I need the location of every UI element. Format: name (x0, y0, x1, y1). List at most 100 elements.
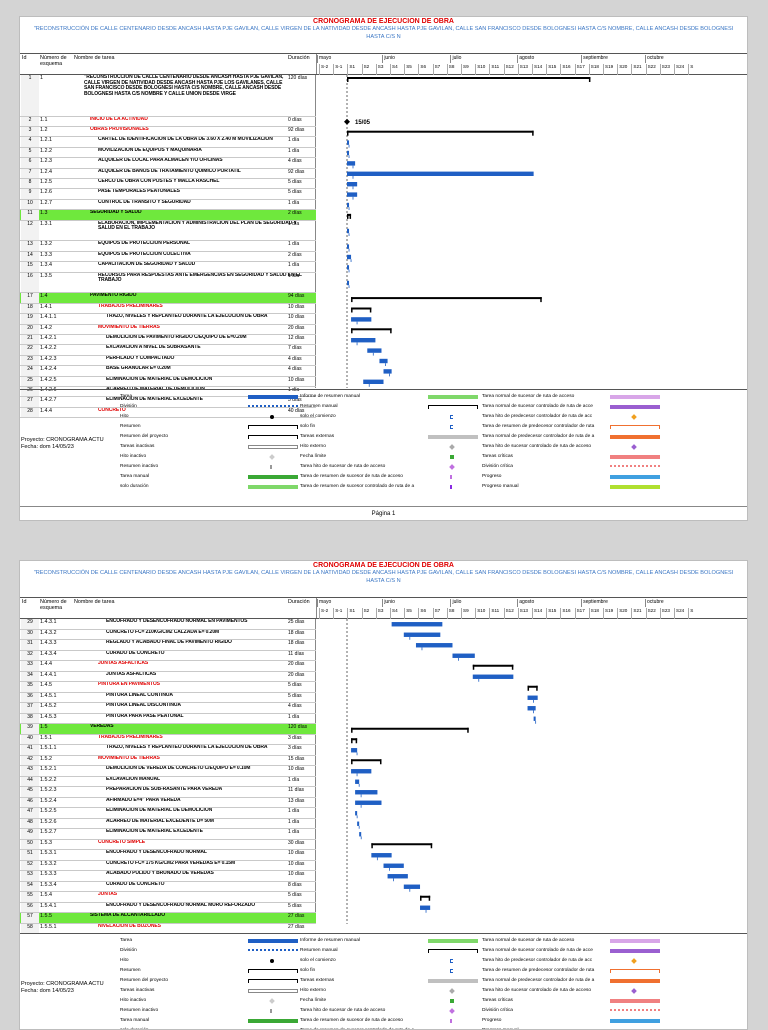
table-row[interactable]: 48 1.5.2.6 ACARREO DE MATERIAL EXCEDENTE D… (20, 818, 316, 829)
table-row[interactable]: 40 1.5.1 TRABAJOS PRELIMINARES 3 días (20, 734, 316, 745)
task-bar[interactable] (347, 161, 356, 166)
table-row[interactable]: 17 1.4 PAVIMENTO RIGIDO 94 días (20, 293, 316, 304)
table-row[interactable]: 19 1.4.1.1 TRAZO, NIVELES Y REPLANTEO DURA… (20, 314, 316, 325)
table-row[interactable]: 52 1.5.3.2 CONCRETO FC= 175 KG/CM2 PARA VE… (20, 860, 316, 871)
table-row[interactable]: 21 1.4.2.1 DEMOLICION DE PAVIMENTO RIGIDO … (20, 335, 316, 346)
table-row[interactable]: 56 1.5.4.1 ENCOFRADO Y DESENCOFRADO NORMAL… (20, 902, 316, 913)
table-row[interactable]: 13 1.3.2 EQUIPOS DE PROTECCION PERSONAL 1 d… (20, 241, 316, 252)
summary-bar[interactable] (351, 328, 392, 331)
task-bar[interactable] (357, 821, 360, 826)
summary-bar[interactable] (347, 213, 352, 216)
summary-bar[interactable] (351, 307, 372, 310)
table-row[interactable]: 24 1.4.2.4 BASE GRANULAR E= 0.20M 4 días (20, 366, 316, 377)
table-row[interactable]: 22 1.4.2.2 EXCAVACION A NIVEL DE SUBRASANT… (20, 345, 316, 356)
table-row[interactable]: 45 1.5.2.3 PREPARACION DE SUB-RASANTE PARA… (20, 787, 316, 798)
table-row[interactable]: 35 1.4.5 PINTURA EN PAVIMENTOS 5 días (20, 682, 316, 693)
table-row[interactable]: 38 1.4.5.3 PINTURA PARA PASE PEATONAL 1 día (20, 713, 316, 724)
task-bar[interactable] (347, 182, 358, 187)
table-row[interactable]: 47 1.5.2.5 ELIMINACION DE MATERIAL DE DEMO… (20, 808, 316, 819)
task-bar[interactable] (403, 884, 421, 889)
table-row[interactable]: 49 1.5.2.7 ELIMINACION DE MATERIAL EXCEDEN… (20, 829, 316, 840)
task-bar[interactable] (355, 811, 358, 816)
task-bar[interactable] (355, 790, 378, 795)
table-row[interactable]: 20 1.4.2 MOVIMIENTO DE TIERRAS 20 días (20, 324, 316, 335)
task-bar[interactable] (351, 338, 376, 343)
task-bar[interactable] (347, 171, 534, 176)
table-row[interactable]: 31 1.4.3.3 REGLADO Y ACABADO FINAL DE PAVI… (20, 640, 316, 651)
task-bar[interactable] (415, 643, 453, 648)
table-row[interactable]: 27 1.4.2.7 ELIMINACION DE MATERIAL EXCEDEN… (20, 397, 316, 408)
task-bar[interactable] (363, 379, 384, 384)
task-bar[interactable] (383, 369, 392, 374)
table-row[interactable]: 46 1.5.2.4 AFIRMADO E=4" PARA VEREDA 13 día… (20, 797, 316, 808)
task-bar[interactable] (347, 192, 358, 197)
task-bar[interactable] (355, 800, 382, 805)
task-bar[interactable] (351, 748, 358, 753)
task-bar[interactable] (347, 254, 352, 260)
table-row[interactable]: 9 1.2.6 PASE TEMPORALES PEATONALES 5 días (20, 189, 316, 200)
table-row[interactable]: 28 1.4.4 CONCRETO 40 días (20, 407, 316, 419)
table-row[interactable]: 30 1.4.3.2 CONCRETO FC= 210KG/CM2 CALZADA … (20, 629, 316, 640)
table-row[interactable]: 23 1.4.2.3 PERFILADO Y COMPACTADO 4 días (20, 355, 316, 367)
summary-bar[interactable] (371, 843, 433, 846)
task-bar[interactable] (359, 832, 362, 837)
task-bar[interactable] (387, 874, 408, 879)
task-bar[interactable] (371, 853, 392, 858)
task-bar[interactable] (472, 674, 514, 679)
task-bar[interactable] (452, 653, 475, 658)
summary-bar[interactable] (351, 738, 358, 741)
table-row[interactable]: 44 1.5.2.2 EXCAVACION MANUAL 1 día (20, 776, 316, 787)
task-bar[interactable] (347, 244, 350, 249)
task-bar[interactable] (347, 280, 350, 286)
table-row[interactable]: 32 1.4.3.4 CURADO DE CONCRETO 11 días (20, 650, 316, 661)
table-row[interactable]: 39 1.5 VEREDAS 120 días (20, 724, 316, 735)
table-row[interactable]: 25 1.4.2.5 ELIMINACION DE MATERIAL DE DEMO… (20, 376, 316, 387)
table-row[interactable]: 18 1.4.1 TRABAJOS PRELIMINARES 10 días (20, 303, 316, 315)
table-row[interactable]: 10 1.2.7 CONTROL DE TRANSITO Y SEGURIDAD 1 … (20, 199, 316, 211)
task-bar[interactable] (347, 228, 350, 234)
summary-bar[interactable] (351, 727, 469, 730)
milestone-marker[interactable] (344, 118, 350, 125)
table-row[interactable]: 5 1.2.2 MOVILIZACION DE EQUIPOS Y MAQUINAR… (20, 147, 316, 159)
table-row[interactable]: 8 1.2.5 CERCO DE OBRA CON POSTES Y MALLA R… (20, 179, 316, 190)
summary-bar[interactable] (347, 130, 534, 133)
table-row[interactable]: 1 1 "RECONSTRUCCION DE CALLE CENTENARIO DE… (20, 75, 316, 117)
table-row[interactable]: 29 1.4.3.1 ENCOFRADO Y DESENCOFRADO NORMAL… (20, 619, 316, 630)
task-bar[interactable] (533, 716, 536, 721)
table-row[interactable]: 4 1.2.1 CARTEL DE IDENTIFICACION DE LA OBR… (20, 137, 316, 148)
table-row[interactable]: 37 1.4.5.2 PINTURA LINEAL DISCONTINUA 4 día… (20, 703, 316, 714)
table-row[interactable]: 12 1.3.1 ELABORACION, IMPLEMENTACION Y ADM… (20, 220, 316, 242)
table-row[interactable]: 55 1.5.4 JUNTAS 5 días (20, 892, 316, 903)
task-bar[interactable] (527, 706, 536, 711)
table-row[interactable]: 42 1.5.2 MOVIMIENTO DE TIERRAS 15 días (20, 755, 316, 766)
task-bar[interactable] (391, 622, 443, 627)
task-bar[interactable] (527, 695, 538, 700)
table-row[interactable]: 6 1.2.3 ALQUILER DE LOCAL PARA ALMACEN Y/O… (20, 158, 316, 169)
table-row[interactable]: 36 1.4.5.1 PINTURA LINEAL CONTINUA 5 días (20, 692, 316, 703)
summary-bar[interactable] (527, 685, 538, 688)
table-row[interactable]: 7 1.2.4 ALQUILER DE BAÑOS DE TRATAMIENTO Q… (20, 168, 316, 179)
table-row[interactable]: 34 1.4.4.1 JUNTAS ASFALTICAS 20 días (20, 671, 316, 682)
table-row[interactable]: 54 1.5.3.4 CURADO DE CONCRETO 8 días (20, 881, 316, 892)
table-row[interactable]: 33 1.4.4 JUNTAS ASFALTICAS 20 días (20, 661, 316, 672)
project-summary-bar[interactable] (347, 77, 591, 79)
summary-bar[interactable] (351, 759, 382, 762)
task-bar[interactable] (351, 317, 372, 322)
table-row[interactable]: 14 1.3.3 EQUIPOS DE PROTECCION COLECTIVA 2 … (20, 251, 316, 263)
summary-bar[interactable] (351, 297, 542, 300)
task-bar[interactable] (420, 905, 431, 910)
table-row[interactable]: 3 1.2 OBRAS PROVISIONALES 92 días (20, 127, 316, 138)
task-bar[interactable] (351, 769, 372, 774)
summary-bar[interactable] (420, 895, 431, 898)
task-bar[interactable] (379, 358, 388, 364)
task-bar[interactable] (403, 632, 441, 637)
task-bar[interactable] (383, 863, 404, 868)
table-row[interactable]: 2 1.1 INICIO DE LA ACTIVIDAD 0 días (20, 116, 316, 127)
table-row[interactable]: 51 1.5.3.1 ENCOFRADO Y DESENCOFRADO NORMAL… (20, 850, 316, 861)
summary-bar[interactable] (472, 664, 514, 667)
task-bar[interactable] (355, 779, 360, 784)
table-row[interactable]: 57 1.5.5 SISTEMA DE ALCANTARILLADO 27 días (20, 913, 316, 924)
task-bar[interactable] (367, 348, 382, 353)
task-bar[interactable] (347, 150, 350, 156)
table-row[interactable]: 41 1.5.1.1 TRAZO, NIVELES Y REPLANTEO DURA… (20, 745, 316, 756)
